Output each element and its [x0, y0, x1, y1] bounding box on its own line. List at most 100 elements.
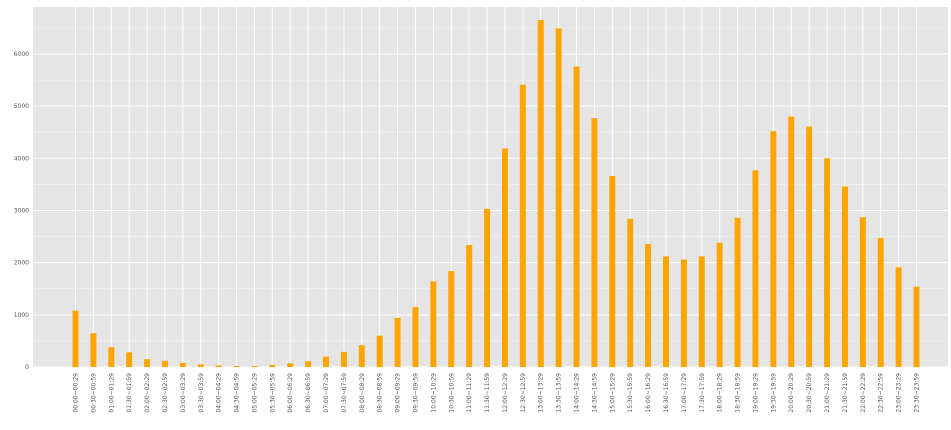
bar — [716, 242, 723, 367]
x-tick-label: 12:00~12:29 — [502, 373, 509, 413]
x-tick-label: 21:00~21:29 — [824, 373, 831, 413]
x-tick-label: 07:30~07:59 — [341, 373, 348, 413]
bar — [197, 364, 204, 367]
bar — [501, 148, 508, 367]
x-tick-label: 03:00~03:29 — [180, 373, 187, 413]
x-tick-label: 02:00~02:29 — [144, 373, 151, 413]
x-tick-label: 14:00~14:29 — [574, 373, 581, 413]
y-tick-label: 6000 — [14, 51, 29, 58]
bar — [412, 307, 419, 367]
x-tick-label: 02:30~02:59 — [162, 373, 169, 413]
bar — [734, 217, 741, 367]
x-tick-label: 13:00~13:29 — [538, 373, 545, 413]
x-tick-label: 20:30~20:59 — [806, 373, 813, 413]
x-tick-label: 09:00~09:29 — [395, 373, 402, 413]
x-tick-label: 17:00~17:29 — [681, 373, 688, 413]
bar — [144, 359, 151, 367]
x-tick-label: 08:30~08:59 — [377, 373, 384, 413]
bar — [895, 267, 902, 367]
x-tick-label: 14:30~14:59 — [591, 373, 598, 413]
bar — [877, 238, 884, 367]
x-tick-label: 11:30~11:59 — [484, 373, 491, 413]
y-axis-ticks: 0 1000 2000 3000 4000 5000 6000 — [14, 51, 29, 371]
x-tick-label: 16:00~16:29 — [645, 373, 652, 413]
x-tick-label: 09:30~09:59 — [412, 373, 419, 413]
bar — [824, 158, 831, 367]
x-tick-label: 15:30~15:59 — [627, 373, 634, 413]
y-tick-label: 0 — [25, 364, 29, 371]
x-tick-label: 22:00~22:29 — [860, 373, 867, 413]
bar — [913, 286, 920, 367]
x-tick-label: 19:30~19:59 — [770, 373, 777, 413]
y-tick-label: 5000 — [14, 103, 29, 110]
bar — [788, 116, 795, 367]
x-tick-label: 00:00~00:29 — [73, 373, 80, 413]
bar — [484, 208, 491, 367]
y-tick-label: 2000 — [14, 260, 29, 267]
x-tick-label: 04:00~04:29 — [216, 373, 223, 413]
bar — [323, 356, 330, 367]
bar — [591, 118, 598, 367]
x-tick-label: 16:30~16:59 — [663, 373, 670, 413]
bar — [859, 217, 866, 367]
x-tick-label: 03:30~03:59 — [198, 373, 205, 413]
plot-background — [33, 7, 948, 367]
bar — [72, 310, 79, 367]
x-tick-label: 00:30~00:59 — [90, 373, 97, 413]
bar — [376, 335, 383, 367]
bar — [448, 271, 455, 367]
bar — [126, 352, 133, 367]
bar — [627, 218, 634, 367]
x-axis-ticks: 00:00~00:29 00:30~00:59 01:00~01:29 01:30~0… — [73, 373, 921, 413]
x-tick-label: 20:00~20:29 — [788, 373, 795, 413]
bar — [609, 176, 616, 367]
bar — [394, 317, 401, 367]
x-tick-label: 21:30~21:59 — [842, 373, 849, 413]
x-tick-label: 04:30~04:59 — [234, 373, 241, 413]
bar — [698, 256, 705, 367]
bar — [430, 281, 437, 367]
y-tick-label: 1000 — [14, 312, 29, 319]
x-tick-label: 10:00~10:29 — [430, 373, 437, 413]
x-tick-label: 06:00~06:29 — [287, 373, 294, 413]
bar — [770, 131, 777, 367]
bar — [251, 365, 258, 367]
x-tick-label: 15:00~15:29 — [609, 373, 616, 413]
bar — [466, 244, 473, 367]
bar — [287, 363, 294, 367]
x-tick-label: 08:00~08:29 — [359, 373, 366, 413]
bar — [841, 186, 848, 367]
bars-layer — [72, 20, 920, 368]
bar — [645, 243, 652, 367]
bar — [680, 259, 687, 367]
bar — [519, 84, 526, 367]
x-tick-label: 18:00~18:29 — [717, 373, 724, 413]
x-tick-label: 07:00~07:29 — [323, 373, 330, 413]
bar — [537, 20, 544, 367]
x-tick-label: 13:30~13:59 — [556, 373, 563, 413]
bar — [215, 365, 222, 367]
bar — [573, 66, 580, 367]
y-tick-label: 3000 — [14, 207, 29, 214]
x-tick-label: 06:30~06:59 — [305, 373, 312, 413]
x-tick-label: 23:30~23:59 — [914, 373, 921, 413]
bar — [305, 361, 312, 367]
x-tick-label: 17:30~17:59 — [699, 373, 706, 413]
x-tick-label: 05:00~05:29 — [251, 373, 258, 413]
bar — [269, 364, 276, 367]
bar — [358, 345, 365, 367]
bar — [108, 347, 115, 367]
bar — [179, 362, 186, 367]
x-tick-label: 05:30~05:59 — [269, 373, 276, 413]
x-tick-label: 11:00~11:29 — [466, 373, 473, 413]
bar — [233, 365, 240, 367]
x-tick-label: 18:30~18:59 — [735, 373, 742, 413]
x-tick-label: 23:00~23:29 — [896, 373, 903, 413]
x-tick-label: 10:30~10:59 — [448, 373, 455, 413]
y-tick-label: 4000 — [14, 155, 29, 162]
bar — [806, 126, 813, 367]
bar — [662, 256, 669, 367]
bar — [90, 333, 97, 367]
